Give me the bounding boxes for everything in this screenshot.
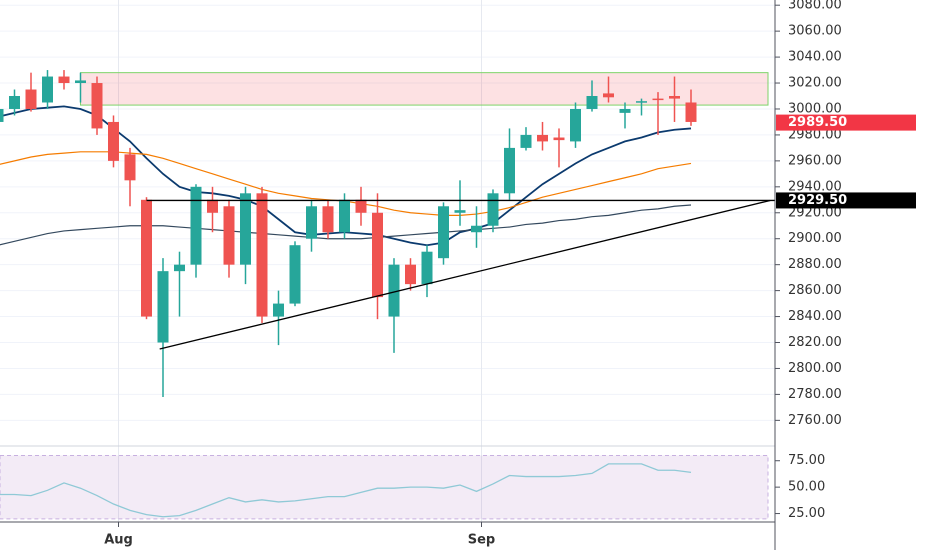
candle-body [273,303,284,317]
candle-body [25,89,37,109]
zone [80,72,769,106]
rsi-band [0,454,769,520]
candle-body [685,102,697,122]
x-tick-label: Sep [468,533,496,548]
y-tick-label: 2760.00 [788,413,842,428]
candle-body [0,108,4,122]
candle-body [537,134,548,142]
price-label-box [776,192,916,209]
candle-body [619,108,631,113]
y-tick-label: 2900.00 [788,231,842,246]
candle-body [124,154,136,181]
candle-body [438,206,449,259]
y-tick-label: 2880.00 [788,257,842,272]
candle-body [240,193,251,265]
y-tick-label: 2840.00 [788,309,842,324]
candle-body [372,212,383,298]
candle-body [570,108,581,142]
candle-body [421,251,433,285]
price-label-box [776,114,916,131]
candle-body [553,137,565,141]
rsi-tick-label: 50.00 [788,480,825,495]
candle-body [669,96,680,99]
y-tick-label: 3060.00 [788,24,842,39]
y-tick-label: 3000.00 [788,101,842,116]
candle-body [190,186,202,265]
candle-body [289,245,301,304]
candle-body [256,193,268,317]
candle-body [157,271,169,343]
candle-body [355,199,367,213]
candle-body [652,98,664,101]
price-label: 2989.50 [788,115,847,130]
candle-body [141,199,152,317]
candle-body [454,210,466,213]
price-label: 2929.50 [788,193,847,208]
candle-body [405,264,416,285]
candle-body [108,121,119,161]
rsi-tick-label: 25.00 [788,506,825,521]
candle-body [58,76,70,84]
y-tick-label: 2820.00 [788,335,842,350]
y-tick-label: 3020.00 [788,76,842,91]
candle-body [91,83,103,129]
rsi-line [0,463,692,518]
axis-background [775,0,932,550]
candle-body [504,147,515,194]
candle-body [75,80,86,84]
candle-body [174,264,185,272]
y-tick-label: 2960.00 [788,153,842,168]
candle-body [322,206,334,233]
candle-body [207,199,218,213]
y-tick-label: 2800.00 [788,361,842,376]
candle-body [223,206,235,265]
candle-body [487,193,499,226]
y-tick-label: 2780.00 [788,387,842,402]
y-tick-label: 3040.00 [788,50,842,65]
y-tick-label: 2860.00 [788,283,842,298]
y-tick-label: 2920.00 [788,205,842,220]
candle-body [388,264,400,317]
y-tick-label: 2980.00 [788,127,842,142]
candle-body [42,76,53,103]
trendline [159,199,771,350]
candle-body [586,96,598,109]
y-tick-label: 3080.00 [788,0,842,13]
candle-body [471,225,482,233]
candle-body [339,199,350,233]
candle-body [636,101,647,103]
candle-body [9,96,20,109]
x-tick-label: Aug [104,533,133,548]
rsi-tick-label: 75.00 [788,453,825,468]
candle-body [603,93,614,98]
y-tick-label: 2940.00 [788,179,842,194]
candle-body [306,206,317,239]
candle-body [520,134,532,148]
